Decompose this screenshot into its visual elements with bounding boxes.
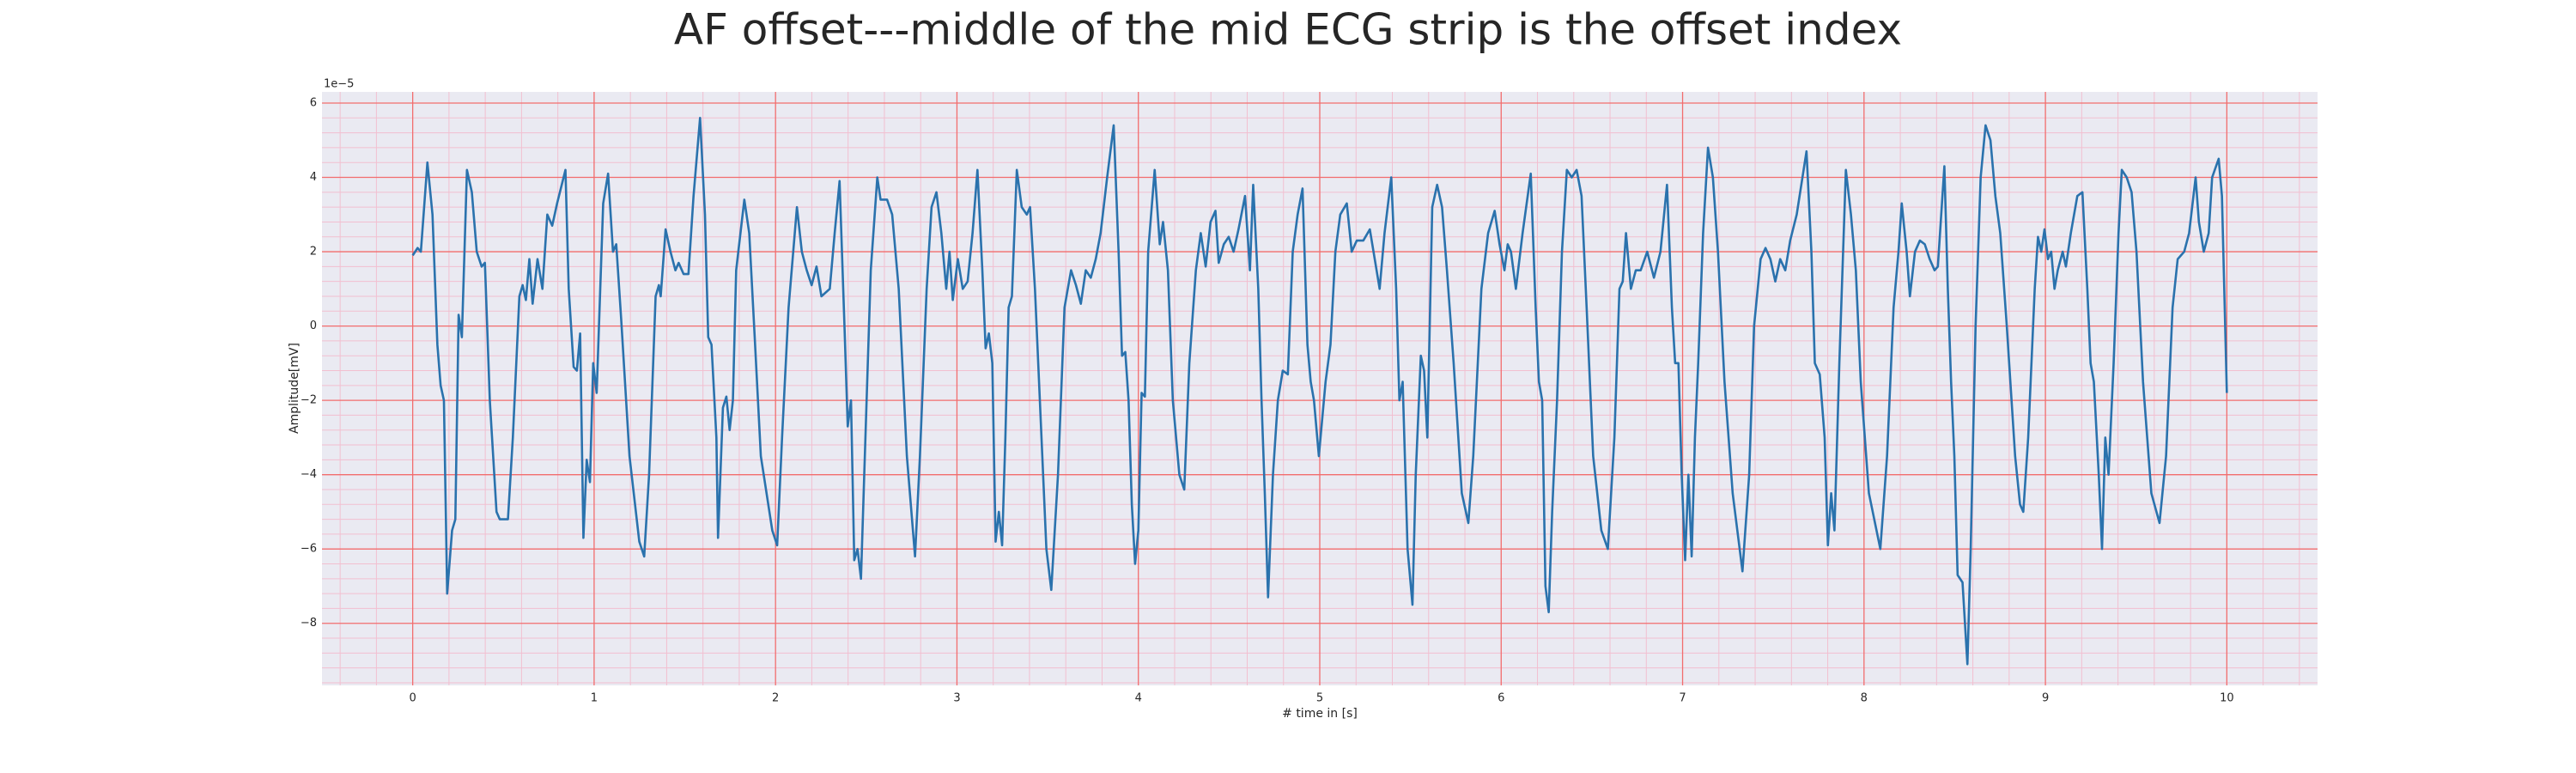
plot-area (411, 116, 2228, 666)
y-tick-label: 6 (310, 96, 317, 109)
x-tick-label: 9 (2042, 692, 2049, 705)
x-tick-label: 0 (409, 692, 416, 705)
signal-line (411, 116, 2228, 666)
y-tick-label: 0 (310, 320, 317, 332)
x-tick-label: 8 (1861, 692, 1868, 705)
y-axis-label: Amplitude[mV] (288, 343, 301, 434)
x-tick-label: 7 (1679, 692, 1686, 705)
y-tick-label: −4 (301, 468, 317, 481)
y-offset-label: 1e−5 (324, 78, 354, 91)
x-tick-label: 4 (1135, 692, 1142, 705)
grid (322, 92, 2318, 685)
y-tick-label: −8 (301, 617, 317, 630)
x-tick-label: 5 (1316, 692, 1323, 705)
x-tick-label: 6 (1498, 692, 1504, 705)
labels: 0 1 2 3 4 5 6 7 8 9 10 −8 −6 −4 −2 0 2 4 6 (301, 96, 2234, 704)
y-tick-label: −6 (301, 543, 317, 556)
y-tick-label: −2 (301, 394, 317, 407)
y-tick-label: 4 (310, 171, 317, 184)
x-tick-label: 1 (591, 692, 598, 705)
y-tick-label: 2 (310, 246, 317, 259)
x-tick-label: 10 (2220, 692, 2234, 705)
x-tick-label: 2 (772, 692, 779, 705)
x-tick-label: 3 (953, 692, 960, 705)
chart-title: AF offset---middle of the mid ECG strip … (674, 5, 1902, 55)
x-axis-label: # time in [s] (1282, 707, 1358, 721)
